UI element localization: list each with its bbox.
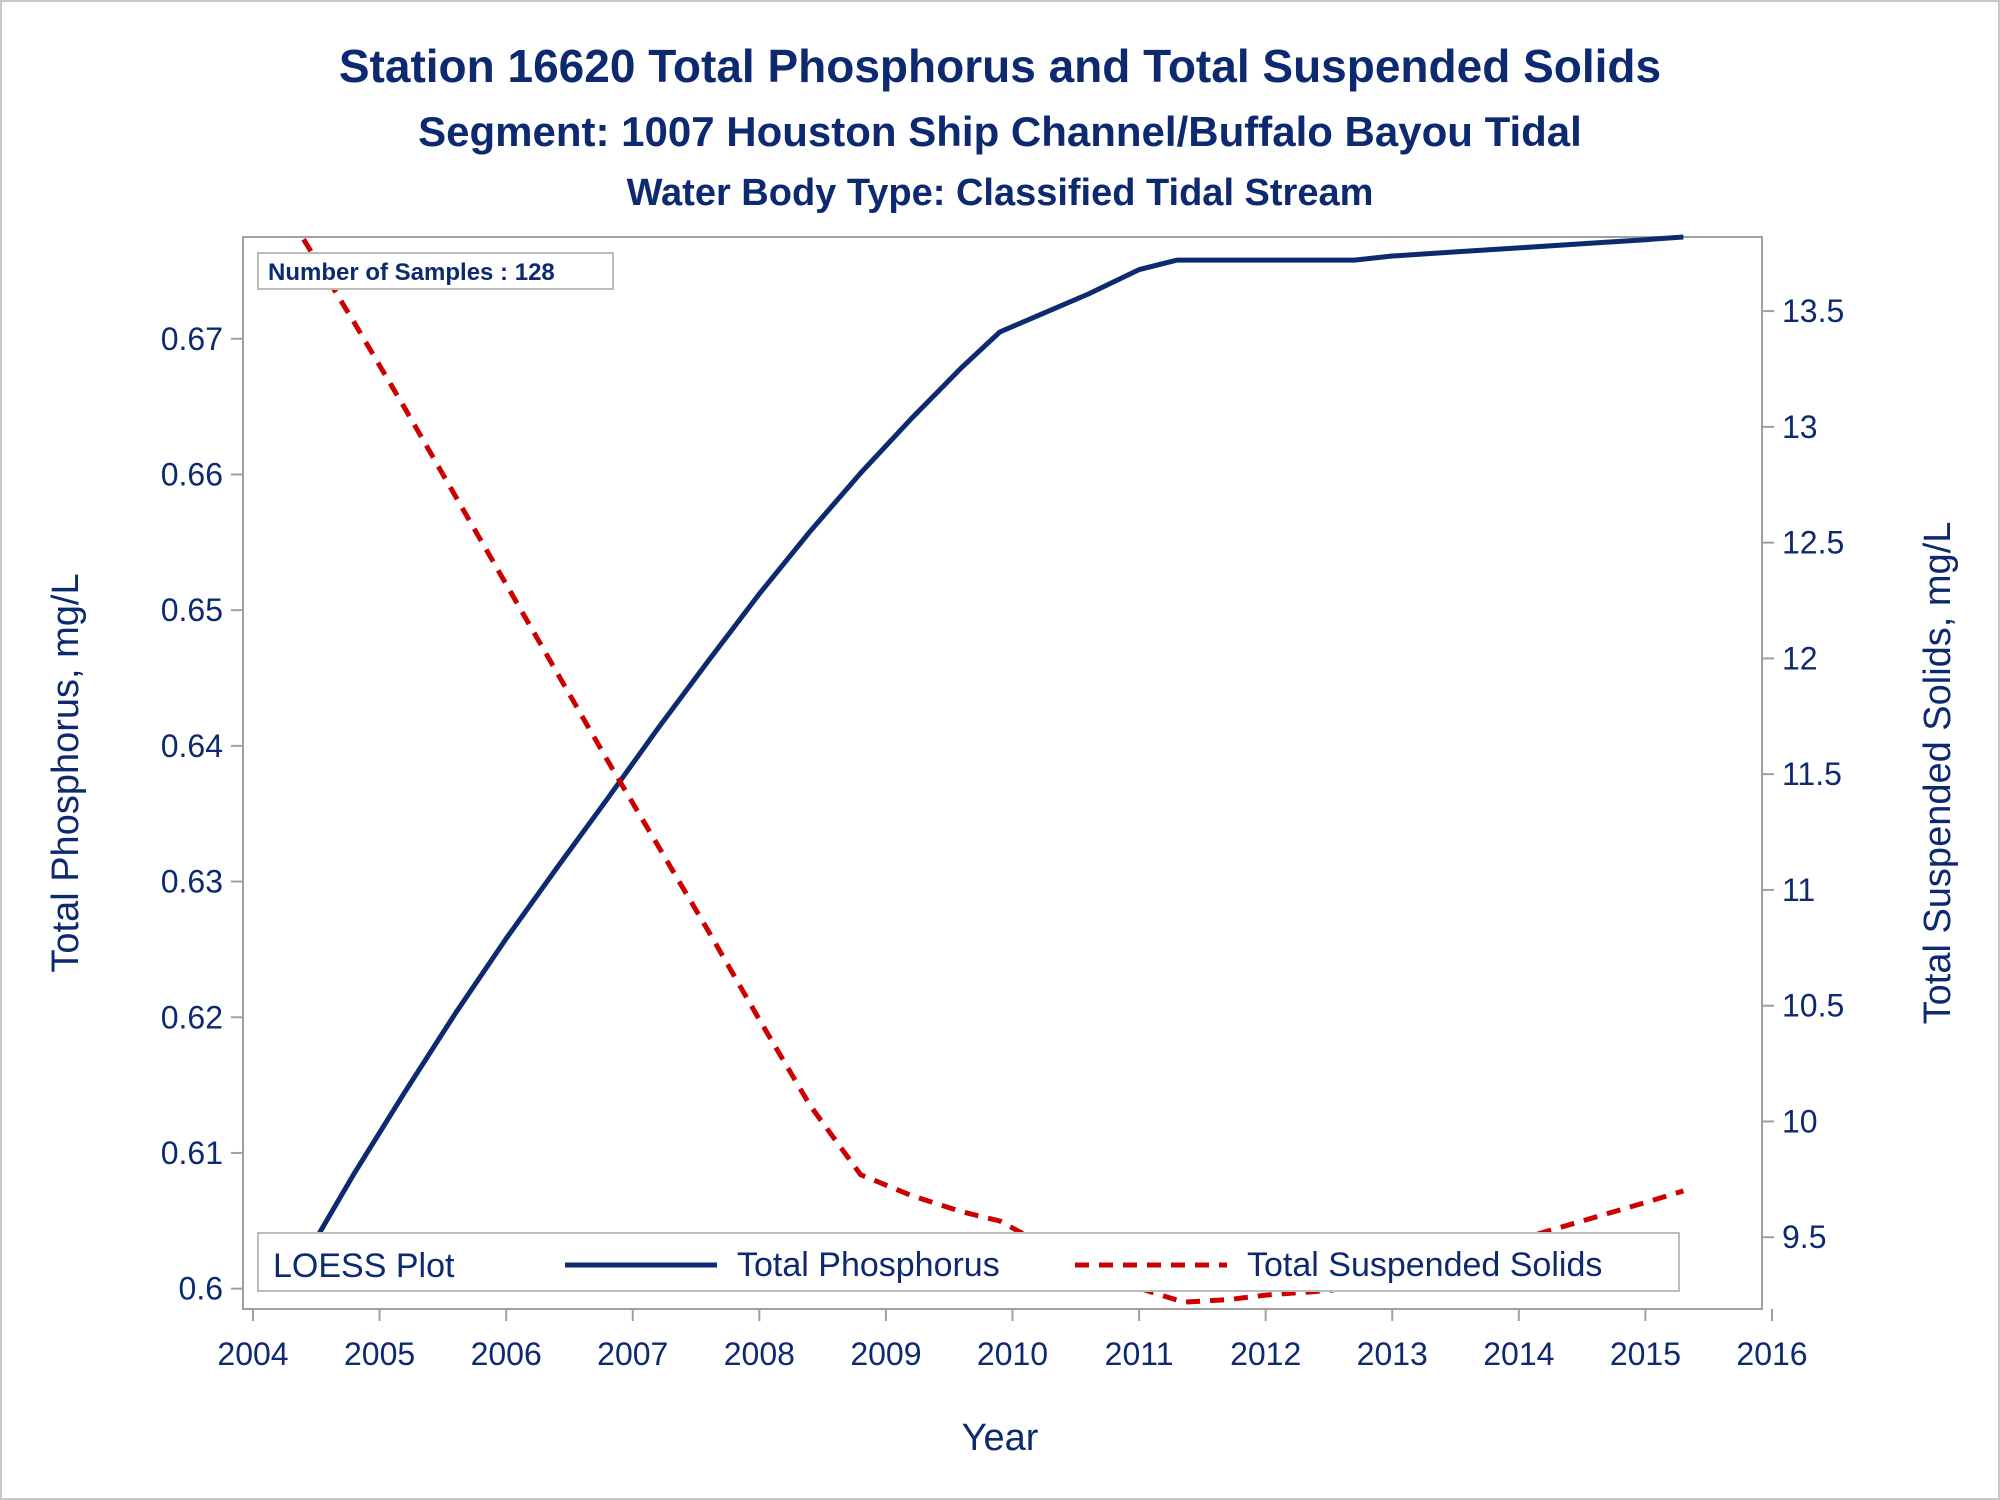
x-tick-label: 2009 [850,1336,921,1372]
x-tick-label: 2007 [597,1336,668,1372]
y2-tick-label: 13.5 [1782,293,1844,329]
y2-tick-label: 10 [1782,1103,1818,1139]
chart-subtitle-segment: Segment: 1007 Houston Ship Channel/Buffa… [418,108,1582,155]
y2-tick-label: 9.5 [1782,1219,1826,1255]
y-tick-label: 0.62 [161,999,223,1035]
x-tick-label: 2005 [344,1336,415,1372]
y2-tick-label: 12.5 [1782,525,1844,561]
legend-box [257,1232,1680,1292]
x-tick-label: 2014 [1483,1336,1554,1372]
series-line-total-phosphorus [301,234,1684,1262]
y2-tick-label: 10.5 [1782,988,1844,1024]
y2-tick-label: 12 [1782,640,1818,676]
x-tick-label: 2006 [471,1336,542,1372]
x-tick-label: 2011 [1105,1336,1174,1372]
y2-tick-label: 13 [1782,409,1818,445]
y2-axis-label: Total Suspended Solids, mg/L [1917,522,1959,1025]
series-line-total-suspended-solids [301,238,1685,1305]
y-axis-label: Total Phosphorus, mg/L [45,573,87,972]
y2-tick-label: 11 [1782,872,1815,908]
plot-area [242,236,1763,1310]
y-tick-label: 0.63 [161,864,223,900]
y2-tick-label: 11.5 [1782,756,1842,792]
chart-subtitle-water-body: Water Body Type: Classified Tidal Stream [627,172,1374,214]
y-tick-label: 0.66 [161,456,223,492]
y-tick-label: 0.67 [161,321,223,357]
x-tick-label: 2004 [217,1336,288,1372]
samples-inset-text: Number of Samples : 128 [268,259,555,286]
x-axis-label: Year [962,1417,1039,1459]
x-tick-label: 2012 [1230,1336,1301,1372]
x-tick-label: 2010 [977,1336,1048,1372]
x-tick-label: 2013 [1357,1336,1428,1372]
y-tick-label: 0.61 [161,1135,223,1171]
x-tick-label: 2015 [1610,1336,1681,1372]
legend-title: LOESS Plot [273,1247,455,1285]
y-axis-ticks: 0.6 0.61 0.62 0.63 0.64 0.65 0.66 0.67 [161,321,243,1307]
x-tick-label: 2008 [724,1336,795,1372]
legend-label-total-phosphorus: Total Phosphorus [737,1246,1000,1284]
x-tick-label: 2016 [1736,1336,1807,1372]
y2-axis-ticks: 9.5 10 10.5 11 11.5 12 12.5 13 13.5 [1762,293,1844,1255]
y-tick-label: 0.6 [179,1271,223,1307]
legend-label-total-suspended-solids: Total Suspended Solids [1247,1246,1602,1284]
y-tick-label: 0.65 [161,592,223,628]
chart-title: Station 16620 Total Phosphorus and Total… [339,40,1661,92]
x-axis-ticks: 2004 2005 2006 2007 2008 2009 2010 2011 2012 2013… [217,1309,1808,1372]
samples-inset-box [257,252,614,290]
y-tick-label: 0.64 [161,728,223,764]
